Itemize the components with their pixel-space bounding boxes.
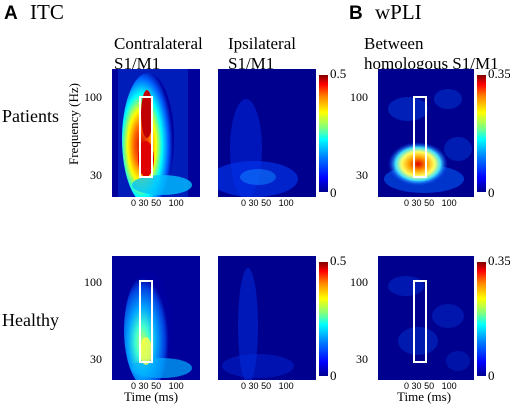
column-title-line: Ipsilateral [228,34,296,53]
x-axis-label-itc: Time (ms) [124,389,179,404]
x-tick: 100 [441,198,457,208]
y-tick-30: 30 [90,168,102,182]
y-tick-100-wpli-healthy: 100 [350,275,368,289]
colorbar-max-itc-healthy: 0.5 [330,253,347,268]
panel-letter-b: B [349,3,363,24]
y-tick-100-wpli: 100 [350,90,368,104]
x-ticks-contralateral-healthy: 0 30 50 100 [131,381,184,391]
heatmap-contralateral-patients [112,69,200,197]
colorbar-min-wpli-healthy: 0 [488,368,495,383]
x-tick: 100 [278,381,294,391]
y-tick-30-wpli: 30 [356,168,368,182]
x-tick: 100 [441,381,457,391]
column-title-between: Between homologous S1/M1 [364,34,499,74]
y-axis-label: Frequency (Hz) [66,83,81,165]
x-tick: 50 [424,198,435,208]
y-tick-30-wpli-healthy: 30 [356,352,368,366]
x-tick: 100 [168,381,184,391]
x-tick: 50 [261,381,272,391]
panel-title-wpli: wPLI [375,0,422,24]
x-tick: 0 [131,198,137,208]
x-ticks-ipsilateral-patients: 0 30 50 100 [241,198,294,208]
x-tick: 0 [404,381,410,391]
colorbar-max-itc-patients: 0.5 [330,66,347,81]
panel-title-itc: ITC [30,0,64,24]
y-tick-100: 100 [84,90,102,104]
x-tick: 0 [241,198,247,208]
x-ticks-wpli-healthy: 0 30 50 100 [404,381,457,391]
colorbar-itc-patients [319,75,328,192]
x-tick: 30 [138,381,149,391]
colorbar-wpli-patients [477,75,486,192]
heatmap-ipsilateral-patients [218,69,316,197]
x-tick: 50 [424,381,435,391]
x-tick: 0 [404,198,410,208]
column-title-line: S1/M1 [228,54,275,73]
x-ticks-contralateral-patients: 0 30 50 100 [131,198,184,208]
roi-box-wpli-patients [413,96,427,178]
roi-box-wpli-healthy [413,280,427,363]
colorbar-max-wpli-healthy: 0.35 [488,253,510,268]
x-tick: 30 [248,381,259,391]
row-label-patients: Patients [2,106,59,126]
x-tick: 100 [278,198,294,208]
column-title-line: homologous S1/M1 [364,54,499,73]
x-tick: 100 [168,198,184,208]
column-title-line: Contralateral [114,34,203,53]
column-title-contralateral: Contralateral S1/M1 [114,34,203,74]
x-tick: 30 [411,198,422,208]
x-tick: 50 [151,381,162,391]
colorbar-wpli-healthy [477,262,486,376]
colorbar-min-itc-patients: 0 [330,185,337,200]
colorbar-min-itc-healthy: 0 [330,368,337,383]
x-tick: 50 [261,198,272,208]
x-axis-label-wpli: Time (ms) [397,389,452,404]
colorbar-itc-healthy [319,262,328,376]
x-ticks-ipsilateral-healthy: 0 30 50 100 [241,381,294,391]
column-title-ipsilateral: Ipsilateral S1/M1 [228,34,296,74]
x-tick: 50 [151,198,162,208]
x-tick: 30 [138,198,149,208]
row-label-healthy: Healthy [2,310,59,330]
x-tick: 30 [411,381,422,391]
colorbar-min-wpli-patients: 0 [488,185,495,200]
x-tick: 30 [248,198,259,208]
heatmap-ipsilateral-healthy [218,256,316,380]
panel-letter-a: A [4,3,18,24]
heatmap-contralateral-healthy [112,256,200,380]
roi-box-contralateral-patients [139,96,153,178]
x-ticks-wpli-patients: 0 30 50 100 [404,198,457,208]
column-title-line: Between [364,34,424,53]
roi-box-contralateral-healthy [139,280,153,363]
column-title-line: S1/M1 [114,54,161,73]
x-tick: 0 [131,381,137,391]
y-tick-100-healthy: 100 [84,275,102,289]
colorbar-max-wpli-patients: 0.35 [488,66,510,81]
y-tick-30-healthy: 30 [90,352,102,366]
x-tick: 0 [241,381,247,391]
